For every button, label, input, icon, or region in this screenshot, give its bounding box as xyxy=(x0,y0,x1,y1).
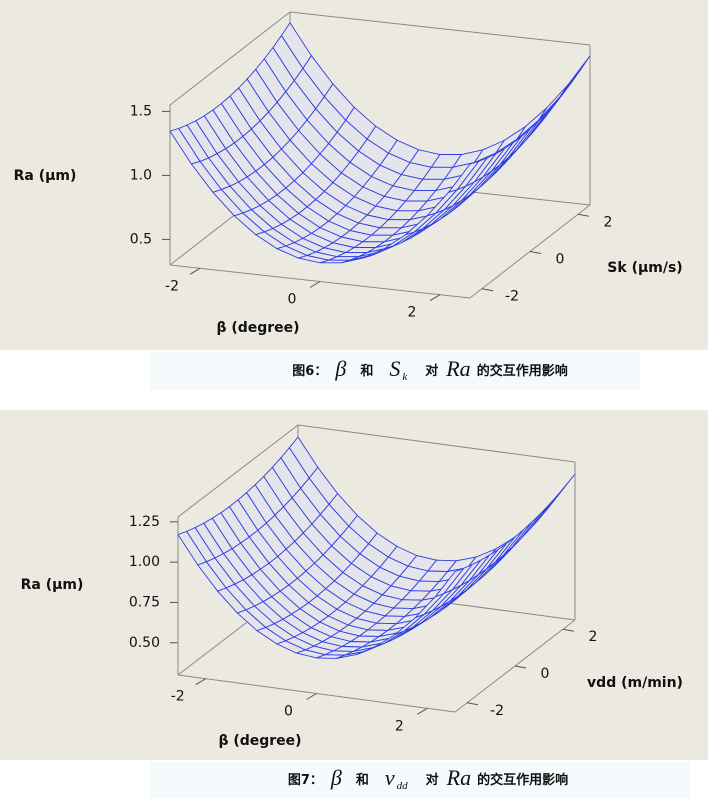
caption-symbol-3: Ra xyxy=(445,356,470,381)
y-tick xyxy=(562,628,575,632)
x-axis-label: β (degree) xyxy=(216,320,299,336)
caption-and: 和 xyxy=(360,363,373,379)
caption-and: 和 xyxy=(356,772,369,788)
y-tick-label: 2 xyxy=(604,214,613,230)
z-tick-label: 0.75 xyxy=(129,594,160,610)
z-tick-label: 1.00 xyxy=(129,554,160,570)
x-tick-label: 0 xyxy=(288,292,297,308)
caption-symbol-3: Ra xyxy=(446,765,471,790)
box-edge xyxy=(169,11,291,106)
x-tick xyxy=(306,693,317,700)
x-tick-label: -2 xyxy=(165,278,179,294)
caption: 图7： β 和 v dd 对 Ra 的交互作用影响 xyxy=(288,765,568,791)
y-tick xyxy=(481,288,494,292)
caption-panel xyxy=(150,762,690,798)
y-axis-label: vdd (m/min) xyxy=(587,675,683,691)
caption-to: 对 xyxy=(425,363,438,379)
x-tick xyxy=(309,281,321,288)
surface-plot: 0.5 1.0 1.5 -2 0 2 -2 0 2 Ra (µm) β (degree) Sk (µm… xyxy=(14,11,683,336)
z-tick-label: 1.25 xyxy=(129,514,160,530)
caption-rest: 的交互作用影响 xyxy=(477,772,568,788)
caption-symbol-1: β xyxy=(330,765,342,790)
y-axis-label: Sk (µm/s) xyxy=(607,260,682,276)
box-edge xyxy=(297,424,576,463)
z-tick-label: 1.5 xyxy=(130,103,152,119)
caption-rest: 的交互作用影响 xyxy=(477,363,568,379)
y-tick xyxy=(514,665,527,669)
caption-symbol-1: β xyxy=(334,356,346,381)
x-tick-label: 2 xyxy=(395,718,404,734)
x-tick-label: 2 xyxy=(408,305,417,321)
surface-cell xyxy=(433,567,465,598)
y-tick-label: 0 xyxy=(556,252,565,268)
caption-symbol-2-sub: dd xyxy=(397,780,409,792)
surface-cell xyxy=(447,160,480,194)
z-tick-label: 0.50 xyxy=(129,635,160,651)
y-tick-label: 2 xyxy=(589,629,598,645)
caption-symbol-2-sub: k xyxy=(402,371,408,383)
surface-plot: 0.50 0.75 1.00 1.25 -2 0 2 -2 0 2 Ra (µm) β (degree… xyxy=(21,424,683,749)
x-tick xyxy=(195,678,206,686)
y-tick-label: -2 xyxy=(490,703,504,719)
caption-label: 图6： xyxy=(292,364,327,379)
x-tick xyxy=(417,707,428,715)
x-tick xyxy=(429,294,441,302)
caption-symbol-2: S xyxy=(389,356,400,381)
caption-label: 图7： xyxy=(288,773,323,788)
y-tick-label: 0 xyxy=(541,666,550,682)
y-tick xyxy=(577,213,590,217)
y-tick-label: -2 xyxy=(505,289,519,305)
z-axis-label: Ra (µm) xyxy=(14,168,77,184)
box-edge xyxy=(177,424,299,518)
y-tick xyxy=(529,251,542,254)
x-tick xyxy=(189,267,201,275)
caption-panel xyxy=(150,352,640,390)
x-tick-label: -2 xyxy=(171,689,185,705)
box-edge xyxy=(289,11,591,46)
z-tick-label: 0.5 xyxy=(130,231,152,247)
z-axis-label: Ra (µm) xyxy=(21,577,84,593)
z-tick-label: 1.0 xyxy=(130,167,152,183)
x-axis-label: β (degree) xyxy=(218,733,301,749)
caption-symbol-2: v xyxy=(385,765,395,790)
x-tick-label: 0 xyxy=(284,704,293,720)
caption-to: 对 xyxy=(426,772,439,788)
y-tick xyxy=(466,702,479,706)
